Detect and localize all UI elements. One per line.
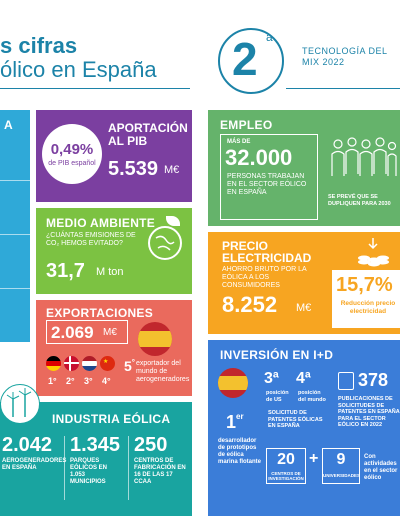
pib-percentage-circle: 0,49% de PIB español xyxy=(42,124,102,184)
rank-caption: TECNOLOGÍA DEL MIX 2022 xyxy=(302,46,388,67)
industry-divider xyxy=(128,436,129,500)
research-patents-value: 378 xyxy=(358,370,389,390)
pib-unit: M€ xyxy=(164,164,180,176)
pib-percentage: 0,49% xyxy=(50,141,94,158)
research-first-num: 1 xyxy=(226,412,237,432)
industry-card: INDUSTRIA EÓLICA 2.042 AEROGENERADORES E… xyxy=(0,402,192,516)
exports-unit: M€ xyxy=(103,327,117,338)
left-panel-rule xyxy=(0,180,30,181)
rank-number: 2 xyxy=(232,33,258,85)
employment-value: 32.000 xyxy=(225,145,293,170)
pib-card: 0,49% de PIB español APORTACIÓN AL PIB 5… xyxy=(36,110,192,202)
industry-stat-value: 1.345 xyxy=(70,434,121,456)
research-patents-label: SOLICITUD DE PATENTES EÓLICAS EN ESPAÑA xyxy=(268,410,323,429)
page-title-line2: ólico en España xyxy=(0,57,157,82)
research-centers-label: CENTROS DE INVESTIGACIÓN xyxy=(268,471,304,481)
pib-value: 5.539 xyxy=(108,158,159,180)
industry-stat-value: 2.042 xyxy=(2,434,53,456)
header-divider-left xyxy=(0,88,190,89)
research-patents-text: PUBLICACIONES DE SOLICITUDES DE PATENTES… xyxy=(338,396,400,428)
price-unit: M€ xyxy=(296,302,312,314)
denmark-flag-icon xyxy=(64,356,79,371)
research-activity-text: Con actividades en el sector eólico xyxy=(364,454,398,481)
globe-icon xyxy=(148,226,182,260)
employment-title: EMPLEO xyxy=(220,118,273,132)
left-panel-rule xyxy=(0,234,30,235)
price-title-line1: PRECIO xyxy=(222,239,269,253)
environment-card: MEDIO AMBIENTE ¿CUÁNTAS EMISIONES DE CO₂… xyxy=(36,208,192,294)
research-rank-us-label: posición de US xyxy=(266,390,289,403)
industry-stat-value: 250 xyxy=(134,434,168,456)
certificate-icon xyxy=(338,372,354,390)
left-panel: A xyxy=(0,110,30,342)
exports-title: EXPORTACIONES xyxy=(46,306,154,320)
price-title-line2: ELECTRICIDAD xyxy=(222,251,312,265)
export-badge-num: 5 xyxy=(124,358,132,374)
price-value: 8.252 xyxy=(222,292,278,317)
page-title-line1: s cifras xyxy=(0,33,78,58)
wind-turbine-icon xyxy=(0,384,40,424)
research-first-sup: er xyxy=(236,412,244,421)
research-rank-world-label: posición del mundo xyxy=(298,390,326,403)
environment-title: MEDIO AMBIENTE xyxy=(46,216,156,230)
environment-unit: M ton xyxy=(96,266,124,278)
spain-flag-icon xyxy=(138,322,172,356)
research-card: INVERSIÓN EN I+D 3ª posición de US 4ª po… xyxy=(208,340,400,516)
research-universities-label: UNIVERSIDADES xyxy=(323,473,361,478)
research-rank-us: 3ª xyxy=(264,370,279,387)
header-divider-right xyxy=(286,88,400,89)
rank-badge xyxy=(218,28,284,94)
environment-value: 31,7 xyxy=(46,260,85,282)
leaf-icon xyxy=(166,216,180,226)
page-title: s cifras ólico en España xyxy=(0,34,170,82)
people-icon xyxy=(331,137,397,176)
research-title: INVERSIÓN EN I+D xyxy=(220,348,334,362)
left-panel-title: A xyxy=(4,118,13,132)
spain-flag-icon xyxy=(218,368,248,398)
export-badge-sup: ° xyxy=(131,358,135,367)
price-title: PRECIO ELECTRICIDAD xyxy=(222,240,311,264)
export-rank-1: 1° xyxy=(48,376,57,386)
price-percentage-box: 15,7% Reducción precio electricidad xyxy=(332,270,400,328)
research-rank-world: 4ª xyxy=(296,370,311,387)
industry-stat-label: AEROGENERADORES EN ESPAÑA xyxy=(2,458,67,471)
research-first-number: 1er xyxy=(226,412,244,433)
industry-stat-label: PARQUES EÓLICOS EN 1.053 MUNICIPIOS xyxy=(70,458,108,485)
export-rank-4: 4° xyxy=(102,376,111,386)
price-subtitle: AHORRO BRUTO POR LA EÓLICA A LOS CONSUMI… xyxy=(222,266,307,289)
exports-value: 2.069 xyxy=(51,323,94,342)
research-universities-value: 9 xyxy=(336,451,346,468)
exports-value-box: 2.069 M€ xyxy=(46,320,128,344)
research-plus: + xyxy=(309,450,319,467)
germany-flag-icon xyxy=(46,356,61,371)
employment-label: PERSONAS TRABAJAN EN EL SECTOR EÓLICO EN… xyxy=(227,173,307,196)
price-percentage-label: Reducción precio electricidad xyxy=(340,300,396,315)
employment-value-box: MÁS DE 32.000 PERSONAS TRABAJAN EN EL SE… xyxy=(220,134,318,220)
export-badge-text: exportador del mundo de aerogeneradores xyxy=(136,360,190,383)
industry-title: INDUSTRIA EÓLICA xyxy=(52,412,171,426)
left-panel-rule xyxy=(0,288,30,289)
china-flag-icon: ★ xyxy=(100,356,115,371)
environment-question: ¿CUÁNTAS EMISIONES DE CO₂ HEMOS EVITADO? xyxy=(46,232,136,247)
netherlands-flag-icon xyxy=(82,356,97,371)
price-percentage: 15,7% xyxy=(336,274,393,296)
industry-stat-label: CENTROS DE FABRICACIÓN EN 16 DE LAS 17 C… xyxy=(134,458,186,485)
employment-note: SE PREVÉ QUE SE DUPLIQUEN PARA 2030 xyxy=(328,194,391,207)
pib-percentage-caption: de PIB español xyxy=(48,160,96,167)
coins-icon xyxy=(358,238,389,267)
industry-divider xyxy=(64,436,65,500)
employment-card: EMPLEO MÁS DE 32.000 PERSONAS TRABAJAN E… xyxy=(208,110,400,226)
exports-card: EXPORTACIONES 2.069 M€ ★ 1° 2° 3° 4° 5° … xyxy=(36,300,192,396)
price-card: PRECIO ELECTRICIDAD AHORRO BRUTO POR LA … xyxy=(208,232,400,334)
rank-superscript: a xyxy=(266,30,273,44)
pib-title: APORTACIÓN AL PIB xyxy=(108,121,188,148)
research-universities-box: 9 UNIVERSIDADES xyxy=(322,448,360,484)
export-rank-3: 3° xyxy=(84,376,93,386)
research-centers-value: 20 xyxy=(277,451,295,468)
research-centers-box: 20 CENTROS DE INVESTIGACIÓN xyxy=(266,448,306,484)
export-badge-number: 5° xyxy=(124,358,135,374)
research-first-text: desarrollador de prototipos de eólica ma… xyxy=(218,438,262,465)
employment-more-than: MÁS DE xyxy=(227,139,251,145)
export-rank-2: 2° xyxy=(66,376,75,386)
